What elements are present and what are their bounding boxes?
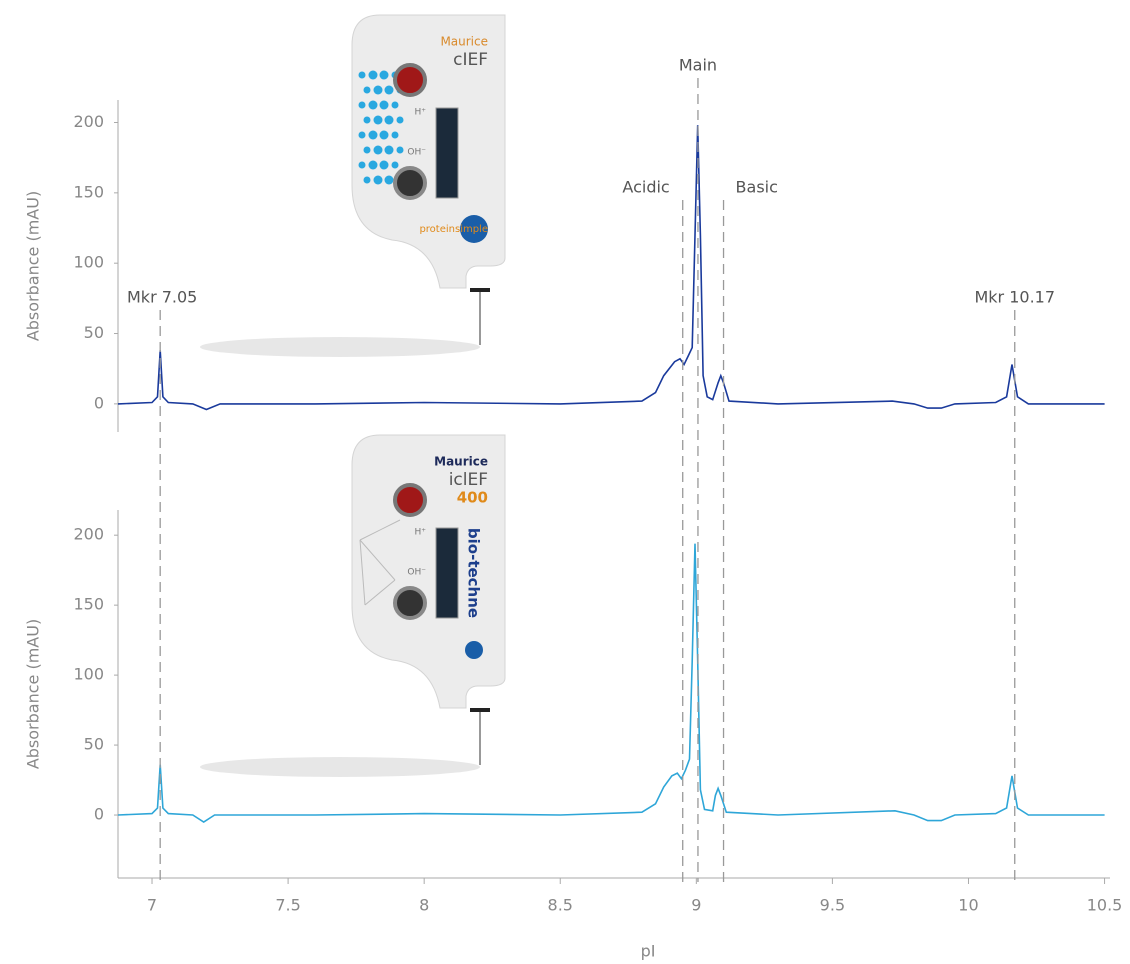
dot xyxy=(358,101,366,109)
x-tick-label: 10.5 xyxy=(1087,896,1123,915)
port-red xyxy=(393,483,427,517)
dot xyxy=(373,115,383,125)
y-tick-label: 100 xyxy=(73,253,104,272)
dot xyxy=(391,161,399,169)
dot xyxy=(379,130,389,140)
y-tick-label: 150 xyxy=(73,182,104,201)
y-tick-label: 100 xyxy=(73,665,104,684)
dot xyxy=(391,101,399,109)
maker-badge xyxy=(465,641,483,659)
device-brand: Maurice xyxy=(434,455,488,469)
dot xyxy=(358,71,366,79)
maker-badge xyxy=(460,215,488,243)
port-label: OH⁻ xyxy=(407,568,426,578)
dot xyxy=(379,70,389,80)
x-tick-label: 8.5 xyxy=(548,896,573,915)
dot xyxy=(363,86,371,94)
dot xyxy=(368,130,378,140)
dot xyxy=(363,116,371,124)
device-version: 400 xyxy=(457,489,488,507)
dot xyxy=(358,161,366,169)
annotation-label: Acidic xyxy=(622,178,669,197)
port-red xyxy=(393,63,427,97)
device-brand: Maurice xyxy=(440,35,488,49)
window xyxy=(435,527,459,619)
dot xyxy=(368,160,378,170)
y-axis-label: Absorbance (mAU) xyxy=(24,619,43,769)
trace xyxy=(117,125,1105,411)
y-tick-label: 0 xyxy=(94,393,104,412)
dot xyxy=(368,100,378,110)
probe-cap xyxy=(470,708,490,712)
dot xyxy=(373,85,383,95)
dot xyxy=(396,146,404,154)
port-label: H⁺ xyxy=(414,108,426,118)
x-tick-label: 8 xyxy=(419,896,429,915)
y-tick-label: 200 xyxy=(73,112,104,131)
annotation-label: Basic xyxy=(736,178,778,197)
dot xyxy=(379,160,389,170)
y-tick-label: 200 xyxy=(73,525,104,544)
annotation-label: Mkr 7.05 xyxy=(127,288,197,307)
x-tick-label: 9 xyxy=(691,896,701,915)
x-tick-label: 10 xyxy=(958,896,978,915)
dot xyxy=(384,175,394,185)
x-tick-label: 9.5 xyxy=(820,896,845,915)
device-model: cIEF xyxy=(453,50,488,70)
dot xyxy=(384,85,394,95)
device-maker: bio-techne xyxy=(465,528,483,618)
device-shadow xyxy=(200,757,480,777)
x-tick-label: 7.5 xyxy=(275,896,300,915)
dot xyxy=(373,145,383,155)
y-tick-label: 50 xyxy=(84,735,104,754)
port-black xyxy=(393,586,427,620)
y-tick-label: 0 xyxy=(94,805,104,824)
dot xyxy=(363,176,371,184)
dot xyxy=(384,145,394,155)
trace xyxy=(117,543,1105,823)
dot xyxy=(368,70,378,80)
dot xyxy=(384,115,394,125)
dot xyxy=(358,131,366,139)
dot xyxy=(373,175,383,185)
dot xyxy=(379,100,389,110)
device-body xyxy=(351,434,506,709)
annotation-label: Mkr 10.17 xyxy=(974,288,1055,307)
x-axis-label: pI xyxy=(641,942,656,961)
dot xyxy=(363,146,371,154)
device-maker: proteinsimple xyxy=(419,224,488,235)
x-tick-label: 7 xyxy=(147,896,157,915)
port-label: OH⁻ xyxy=(407,148,426,158)
annotation-label: Main xyxy=(679,56,717,75)
device-shadow xyxy=(200,337,480,357)
dot xyxy=(396,116,404,124)
y-axis-label: Absorbance (mAU) xyxy=(24,191,43,341)
dot xyxy=(391,131,399,139)
y-tick-label: 150 xyxy=(73,595,104,614)
probe-cap xyxy=(470,288,490,292)
pattern xyxy=(359,519,401,606)
y-tick-label: 50 xyxy=(84,323,104,342)
device-model: iclEF xyxy=(449,470,488,490)
port-label: H⁺ xyxy=(414,528,426,538)
window xyxy=(435,107,459,199)
port-black xyxy=(393,166,427,200)
